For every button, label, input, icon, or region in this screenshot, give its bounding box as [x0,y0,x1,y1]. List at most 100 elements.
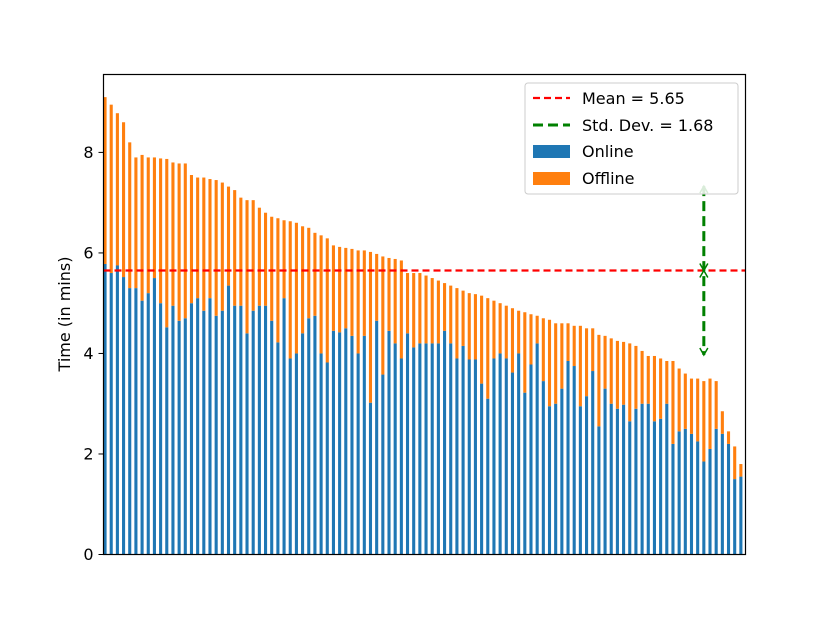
offline-bar [325,238,329,363]
y-tick-label: 4 [83,344,93,363]
online-bar [461,345,465,555]
offline-bar [486,298,490,399]
offline-bar [294,222,298,354]
online-bar [529,364,533,555]
offline-bar [449,285,453,344]
offline-bar [264,212,268,306]
offline-bar [492,300,496,359]
online-bar [251,310,255,555]
online-bar [696,441,700,555]
online-bar [177,320,181,555]
offline-bar [270,216,274,321]
online-bar [412,347,416,555]
offline-bar [362,250,366,336]
online-bar [436,343,440,555]
y-tick-label: 0 [83,545,93,564]
online-bar [146,293,150,555]
std-dev-arrowhead-bottom [699,347,709,357]
legend-online-label: Online [582,142,634,161]
offline-bar [578,325,582,407]
offline-bar [103,97,107,264]
axes-layer [102,73,747,556]
online-bar [609,403,613,555]
offline-bar [683,373,687,429]
online-bar [603,388,607,555]
online-bar [393,343,397,555]
online-bar [591,371,595,555]
online-bar [720,433,724,555]
offline-bar [214,180,218,316]
offline-bar [276,218,280,343]
online-bar [443,330,447,555]
online-bar [405,333,410,555]
offline-bar [338,246,342,333]
offline-bar [572,325,576,367]
offline-bar [720,411,724,434]
online-bar [288,358,292,555]
offline-bar [387,257,391,331]
online-bar [171,305,175,555]
online-bar [350,335,354,555]
online-bar [739,476,743,555]
online-bar [381,374,385,555]
online-bar [152,278,156,555]
offline-bar [412,273,416,348]
online-bar [319,353,323,555]
offline-bar [128,142,132,289]
offline-bar [498,303,502,354]
offline-bar [689,378,694,434]
online-bar [486,398,490,555]
offline-bar [726,431,731,444]
online-bar [109,273,113,555]
offline-bar [510,308,515,373]
online-bar [652,421,656,555]
online-bar [115,265,119,555]
online-bar [498,353,502,555]
offline-bar [109,104,113,274]
online-bar [122,277,126,555]
online-bar [510,372,515,555]
legend: Mean = 5.65 Std. Dev. = 1.68 Online Offl… [524,82,739,195]
online-bar [523,392,527,555]
offline-bar [461,290,465,346]
offline-bar [436,280,440,344]
offline-bar [430,278,434,344]
online-bar [733,479,737,555]
offline-bar [652,355,656,422]
online-bar [430,343,434,555]
offline-bar [208,179,212,299]
online-bar [535,343,539,555]
offline-bar [177,163,181,321]
online-bar [245,333,249,555]
offline-bar [134,157,138,289]
offline-bar [368,251,373,403]
offline-bar [603,335,607,389]
online-bar [307,318,311,555]
online-bar [264,305,268,555]
offline-bar [245,200,249,334]
online-bar [294,353,298,555]
offline-bar [739,464,743,477]
online-bar [455,358,459,555]
plot-frame [102,73,747,556]
online-bar [257,305,261,555]
offline-bar [659,358,663,419]
offline-bar [473,294,477,360]
offline-bar [696,378,700,442]
offline-bar [597,334,601,427]
online-bar [387,330,391,555]
online-bar [226,285,231,555]
online-bar [183,318,187,555]
offline-bar [517,310,521,354]
online-bar [134,288,138,555]
online-bar [560,388,564,555]
offline-bar [443,283,447,331]
online-bar [683,428,687,555]
offline-bar [418,273,422,344]
offline-bar [554,323,558,404]
offline-bar [671,360,675,444]
offline-bar [405,273,410,334]
offline-bar [714,381,718,429]
offline-bar [171,162,175,306]
